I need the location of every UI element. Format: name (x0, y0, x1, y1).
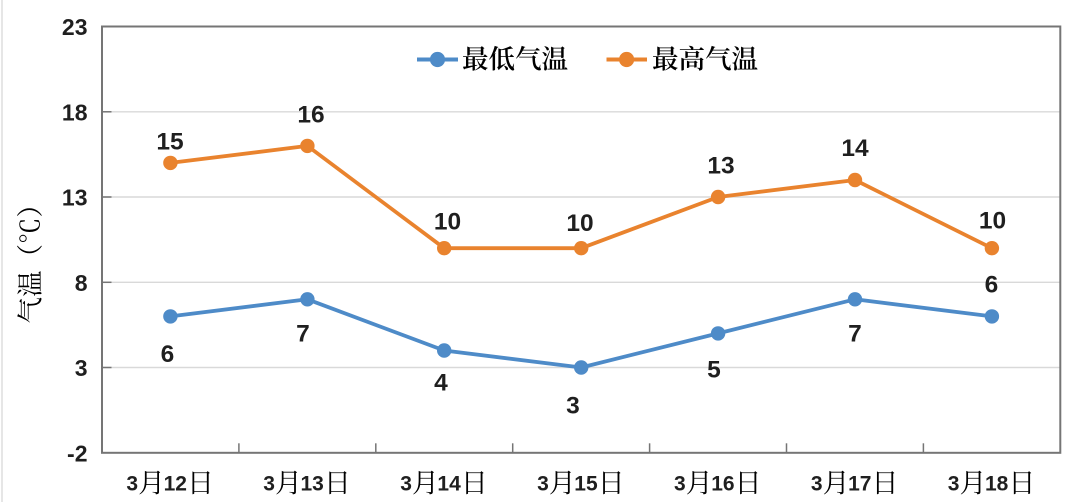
svg-text:3: 3 (811, 473, 823, 496)
svg-text:8: 8 (75, 270, 88, 296)
svg-text:3: 3 (75, 355, 88, 381)
svg-text:13: 13 (62, 185, 88, 211)
svg-text:13: 13 (707, 152, 734, 179)
svg-text:3: 3 (537, 473, 549, 496)
svg-text:5: 5 (707, 356, 721, 383)
svg-text:18: 18 (985, 473, 1009, 496)
svg-text:13: 13 (301, 473, 324, 496)
svg-text:4: 4 (434, 369, 448, 396)
svg-text:10: 10 (434, 208, 461, 235)
svg-text:6: 6 (161, 341, 175, 368)
svg-text:14: 14 (437, 473, 461, 496)
svg-text:23: 23 (62, 14, 88, 40)
svg-text:14: 14 (841, 135, 869, 162)
svg-text:7: 7 (848, 320, 862, 347)
svg-text:16: 16 (711, 473, 734, 496)
svg-text:3: 3 (400, 473, 412, 496)
svg-text:17: 17 (848, 473, 871, 496)
svg-text:15: 15 (156, 128, 183, 155)
svg-text:-2: -2 (67, 440, 87, 466)
svg-text:6: 6 (985, 271, 999, 298)
svg-text:18: 18 (62, 99, 88, 125)
svg-text:3: 3 (566, 392, 580, 419)
svg-text:16: 16 (297, 101, 324, 128)
svg-text:3: 3 (948, 473, 960, 496)
svg-text:10: 10 (979, 207, 1006, 234)
svg-text:10: 10 (566, 210, 593, 237)
svg-text:3: 3 (263, 473, 275, 496)
svg-text:7: 7 (296, 320, 310, 347)
svg-text:3: 3 (674, 473, 686, 496)
svg-text:3: 3 (126, 473, 138, 496)
svg-text:12: 12 (164, 473, 187, 496)
svg-text:15: 15 (574, 473, 598, 496)
